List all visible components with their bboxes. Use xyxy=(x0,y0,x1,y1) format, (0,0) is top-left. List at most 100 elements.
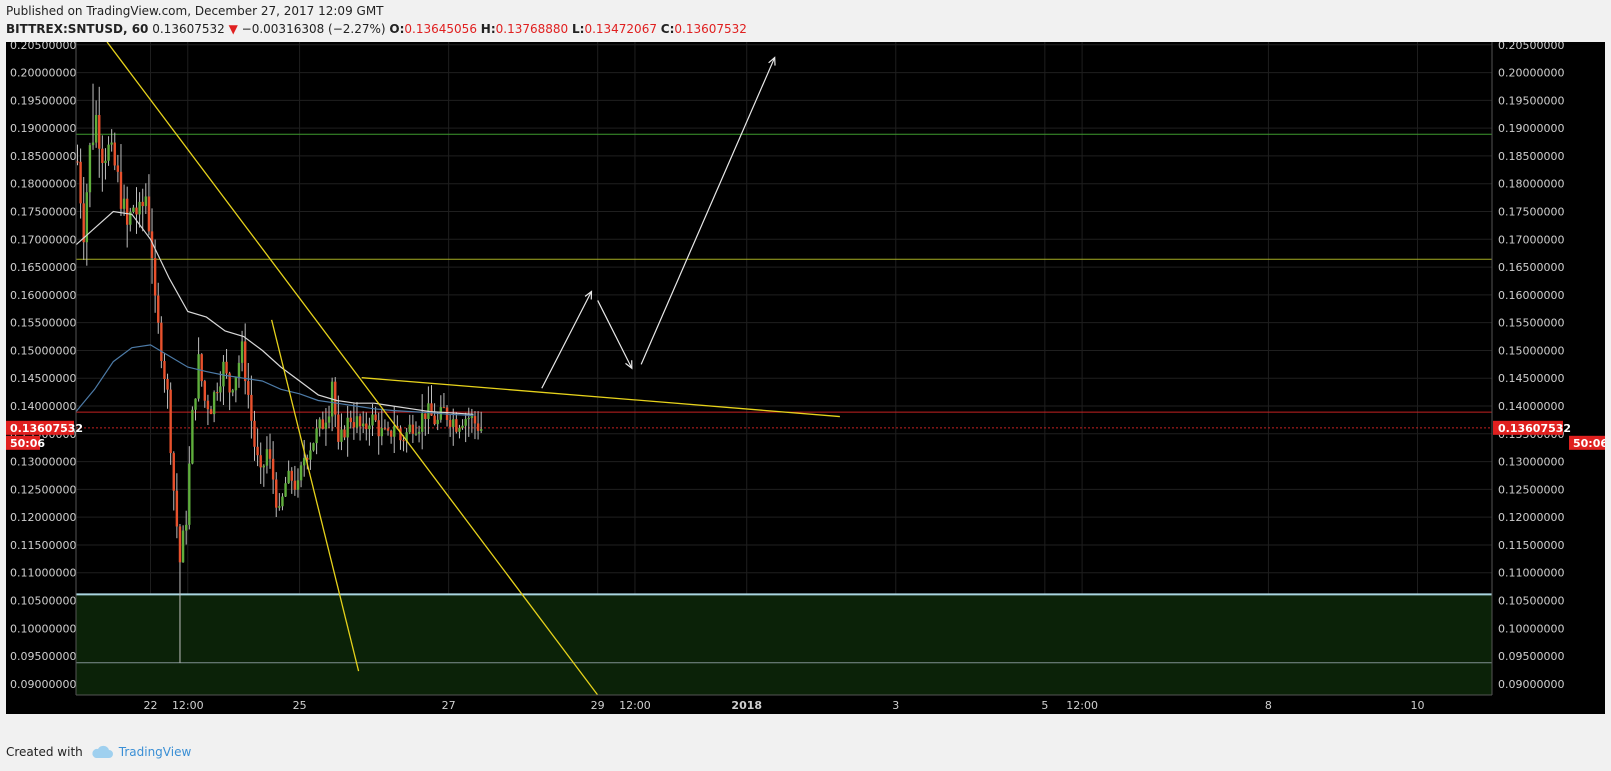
candle-body xyxy=(116,165,120,172)
candle-body xyxy=(455,419,458,432)
candle-body xyxy=(430,403,433,416)
candle-body xyxy=(470,416,474,419)
candle-body xyxy=(312,443,315,451)
candle-body xyxy=(110,142,113,145)
price-tick-left: 0.17500000 xyxy=(10,206,76,219)
price-tick-right: 0.09500000 xyxy=(1498,650,1564,663)
price-tag-left-text: 0.13607532 xyxy=(10,422,83,435)
candle-body xyxy=(250,394,253,421)
candle-body xyxy=(386,428,390,431)
candle-body xyxy=(125,198,129,225)
candle-body xyxy=(467,418,470,420)
symbol-ohlc-line: BITTREX:SNTUSD, 60 0.13607532 ▼ −0.00316… xyxy=(6,22,747,36)
open-label: O: xyxy=(389,22,405,36)
published-line: Published on TradingView.com, December 2… xyxy=(6,4,384,18)
candle-body xyxy=(473,416,477,424)
price-tick-right: 0.13000000 xyxy=(1498,456,1564,469)
candle-body xyxy=(383,428,387,430)
price-tick-left: 0.13000000 xyxy=(10,456,76,469)
horizontal-levels xyxy=(76,133,1492,664)
symbol-name: BITTREX:SNTUSD, 60 xyxy=(6,22,149,36)
candle-body xyxy=(275,479,278,508)
candle-body xyxy=(479,429,483,431)
time-tick: 12:00 xyxy=(619,699,651,712)
price-tick-right: 0.15500000 xyxy=(1498,317,1564,330)
price-tick-right: 0.17500000 xyxy=(1498,206,1564,219)
candle-body xyxy=(433,415,436,425)
price-tick-left: 0.17000000 xyxy=(10,233,76,246)
candle-body xyxy=(315,428,318,444)
candle-body xyxy=(160,322,163,362)
trendlines xyxy=(106,42,840,696)
candle-body xyxy=(284,483,287,497)
high-label: H: xyxy=(480,22,496,36)
price-tick-right: 0.19000000 xyxy=(1498,122,1564,135)
price-tag-left xyxy=(6,420,74,435)
candle-body xyxy=(262,465,266,468)
price-tick-left: 0.09000000 xyxy=(10,678,76,691)
candle-body xyxy=(237,362,241,378)
time-tick: 25 xyxy=(293,699,307,712)
candle-body xyxy=(107,144,110,161)
time-tick: 10 xyxy=(1410,699,1424,712)
time-tick: 12:00 xyxy=(1066,699,1098,712)
candle-body xyxy=(209,409,213,415)
tradingview-brand[interactable]: TradingView xyxy=(118,745,192,759)
price-tick-left: 0.14000000 xyxy=(10,400,76,413)
price-tick-right: 0.09000000 xyxy=(1498,678,1564,691)
candle-body xyxy=(82,203,85,243)
price-tick-left: 0.20500000 xyxy=(10,42,76,52)
candle-body xyxy=(371,414,374,426)
candle-body xyxy=(166,379,169,390)
candle-body xyxy=(138,201,141,215)
candle-body xyxy=(150,231,154,259)
candle-body xyxy=(349,417,352,423)
candle-body xyxy=(424,413,427,419)
price-tick-left: 0.10500000 xyxy=(10,595,76,608)
close-label: C: xyxy=(660,22,675,36)
cloud-icon xyxy=(92,745,113,758)
price-chart[interactable]: 0.20500000 0.20500000 0.20000000 0.20000000… xyxy=(6,42,1605,714)
candle-body xyxy=(172,453,175,491)
candle-body xyxy=(420,413,424,432)
price-tick-right: 0.14000000 xyxy=(1498,400,1564,413)
candle-body xyxy=(306,457,309,460)
price-tick-left: 0.10000000 xyxy=(10,622,76,635)
price-tag-right-text: 0.13607532 xyxy=(1498,422,1571,435)
candle-body xyxy=(352,422,356,428)
candle-body xyxy=(256,446,259,456)
price-tick-left: 0.16000000 xyxy=(10,289,76,302)
low-label: L: xyxy=(571,22,585,36)
price-tick-right: 0.20500000 xyxy=(1498,42,1564,52)
candle-body xyxy=(278,506,281,508)
ma-white-line xyxy=(75,210,474,415)
candle-body xyxy=(358,416,362,427)
candle-body xyxy=(411,424,415,434)
candle-body xyxy=(259,455,262,468)
candle-body xyxy=(212,392,216,415)
price-tick-right: 0.17000000 xyxy=(1498,233,1564,246)
tradingview-link[interactable]: TradingView xyxy=(91,745,192,759)
candle-body xyxy=(206,400,210,410)
candle-body xyxy=(399,428,402,441)
time-tick: 27 xyxy=(442,699,456,712)
price-tick-left: 0.16500000 xyxy=(10,261,76,274)
candle-body xyxy=(98,115,101,149)
time-tick: 8 xyxy=(1265,699,1272,712)
price-tick-left: 0.19500000 xyxy=(10,94,76,107)
candle-body xyxy=(293,480,297,490)
axes: 0.20500000 0.20500000 0.20000000 0.20000000… xyxy=(10,42,1564,712)
candle-body xyxy=(265,449,269,466)
candle-body xyxy=(197,354,200,399)
countdown-tag-left xyxy=(6,435,40,450)
price-tick-left: 0.14500000 xyxy=(10,372,76,385)
candle-body xyxy=(436,419,439,425)
candle-body xyxy=(104,160,107,164)
demand-zone xyxy=(76,594,1492,695)
candles xyxy=(76,83,483,663)
candle-body xyxy=(129,211,132,225)
created-with-label: Created with xyxy=(6,745,83,759)
candle-body xyxy=(141,201,144,207)
price-tick-right: 0.18500000 xyxy=(1498,150,1564,163)
